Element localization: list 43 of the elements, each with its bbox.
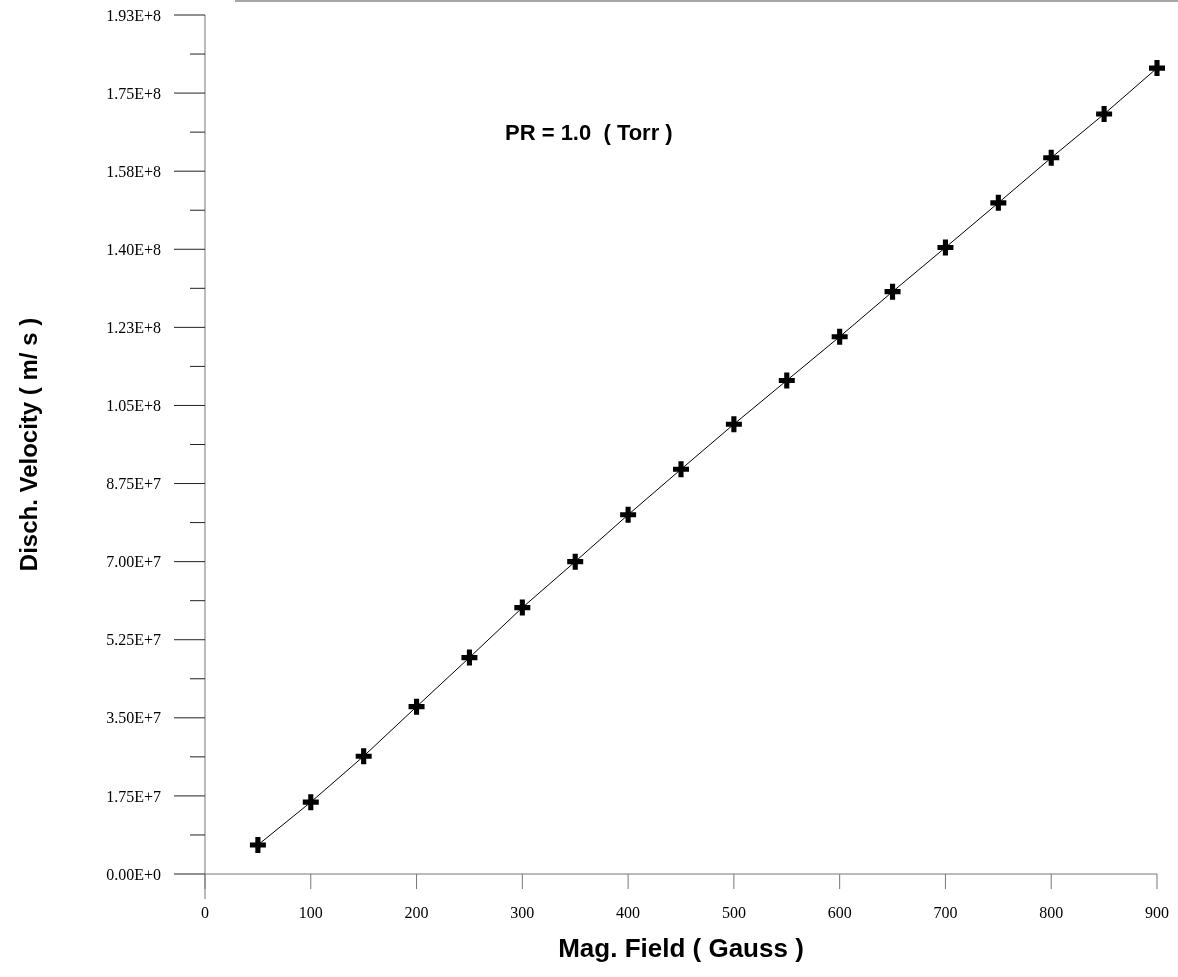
point (514, 599, 531, 616)
point (884, 283, 901, 300)
annotation: PR = 1.0 ( Torr ) (505, 120, 673, 145)
point (620, 506, 637, 523)
x-tick-label: 600 (827, 904, 852, 921)
point (1096, 106, 1113, 123)
y-tick-label: 3.50E+7 (106, 709, 161, 727)
y-tick-label: 1.23E+8 (106, 318, 161, 336)
y-tick-label: 1.93E+8 (106, 6, 161, 24)
x-axis-title: Mag. Field ( Gauss ) (558, 933, 804, 963)
point (831, 328, 848, 345)
point (990, 194, 1007, 211)
y-tick-label: 1.75E+8 (106, 84, 161, 102)
y-tick-label: 1.75E+7 (106, 787, 161, 805)
point (1043, 149, 1060, 166)
point (567, 553, 584, 570)
point (355, 748, 372, 765)
y-tick-label: 0.00E+0 (106, 865, 161, 883)
y-tick-label: 7.00E+7 (106, 553, 161, 571)
point (461, 649, 478, 666)
y-tick-label: 1.40E+8 (106, 240, 161, 258)
point (302, 794, 319, 811)
x-tick-label: 400 (616, 904, 641, 921)
y-tick-label: 1.05E+8 (106, 397, 161, 415)
x-tick-label: 900 (1145, 904, 1169, 921)
point (673, 461, 689, 478)
x-tick-label: 300 (510, 904, 535, 921)
y-tick-label: 8.75E+7 (106, 475, 161, 493)
x-tick-label: 200 (404, 904, 429, 921)
point (408, 698, 425, 715)
x-tick-label: 500 (721, 904, 746, 921)
y-axis-title: Disch. Velocity ( m/ s ) (15, 317, 42, 572)
y-tick-label: 5.25E+7 (106, 631, 161, 649)
point (1149, 60, 1165, 77)
x-tick-label: 800 (1039, 904, 1064, 921)
x-tick-label: 700 (933, 904, 958, 921)
point (778, 372, 795, 389)
y-tick-label: 1.58E+8 (106, 162, 161, 180)
x-tick-label: 0 (201, 904, 209, 921)
point (937, 239, 954, 256)
x-tick-label: 100 (298, 904, 323, 921)
point (249, 836, 266, 853)
point (725, 416, 742, 433)
